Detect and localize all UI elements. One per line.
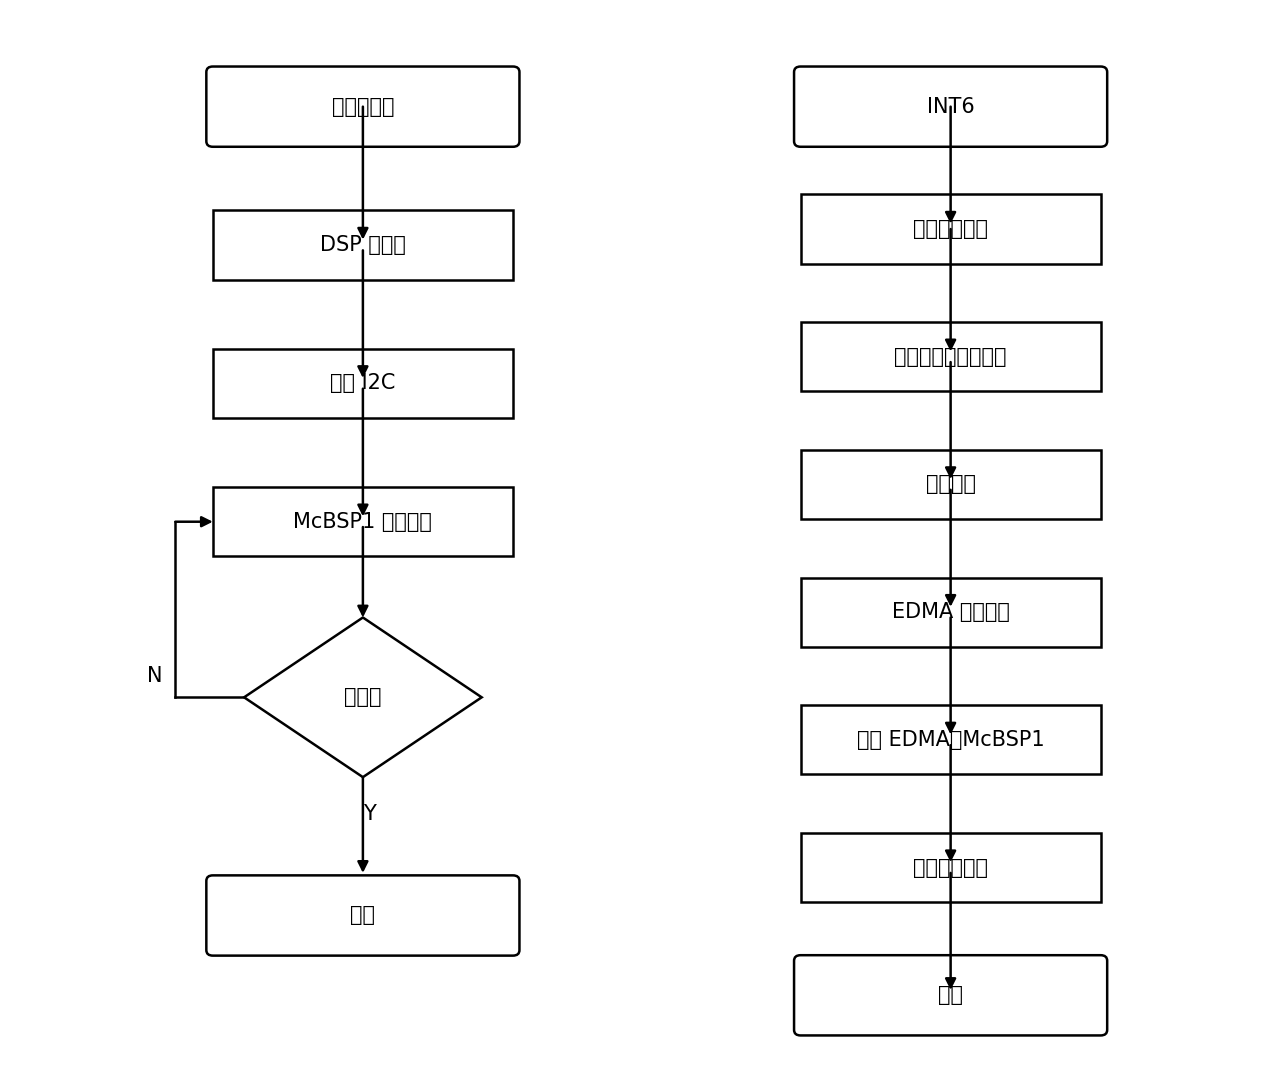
FancyBboxPatch shape bbox=[794, 66, 1108, 147]
Text: 启动 EDMA、McBSP1: 启动 EDMA、McBSP1 bbox=[856, 730, 1045, 750]
FancyBboxPatch shape bbox=[794, 956, 1108, 1035]
Text: N: N bbox=[147, 666, 163, 686]
Polygon shape bbox=[244, 618, 482, 778]
Bar bbox=[800, 833, 1101, 902]
Text: INT6: INT6 bbox=[926, 97, 975, 116]
Text: 退出: 退出 bbox=[938, 985, 963, 1006]
Text: McBSP1 参数设置: McBSP1 参数设置 bbox=[293, 512, 433, 532]
Text: 自动生成缓冲区长度: 自动生成缓冲区长度 bbox=[894, 346, 1007, 367]
Bar bbox=[213, 211, 513, 279]
FancyBboxPatch shape bbox=[207, 875, 519, 956]
Text: 主程序开始: 主程序开始 bbox=[332, 97, 394, 116]
Bar bbox=[213, 488, 513, 556]
Bar bbox=[800, 194, 1101, 264]
Text: 读取波形参数: 读取波形参数 bbox=[914, 219, 988, 239]
Text: 结束: 结束 bbox=[351, 906, 375, 925]
Bar bbox=[800, 705, 1101, 774]
Text: 控制输出增益: 控制输出增益 bbox=[914, 858, 988, 877]
FancyBboxPatch shape bbox=[207, 66, 519, 147]
Bar bbox=[213, 349, 513, 418]
Text: 设置 I2C: 设置 I2C bbox=[330, 374, 396, 393]
Bar bbox=[800, 578, 1101, 647]
Text: 结束？: 结束？ bbox=[345, 687, 382, 707]
Text: DSP 初始化: DSP 初始化 bbox=[320, 235, 406, 255]
Bar bbox=[800, 450, 1101, 519]
Text: 波形合成: 波形合成 bbox=[925, 475, 976, 494]
Bar bbox=[800, 323, 1101, 391]
Text: EDMA 参数设置: EDMA 参数设置 bbox=[892, 602, 1009, 622]
Text: Y: Y bbox=[362, 804, 375, 824]
